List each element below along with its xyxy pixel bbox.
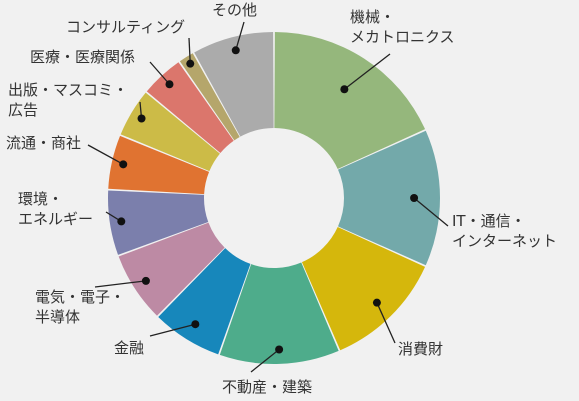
slice-label-10: 医療・医療関係 — [30, 48, 135, 66]
leader-dot-8 — [119, 160, 128, 169]
leader-line-1 — [343, 53, 391, 90]
leader-line-4 — [250, 349, 280, 373]
leader-dot-9 — [137, 114, 146, 123]
slice-label-line: メカトロニクス — [350, 28, 455, 46]
slice-1 — [274, 32, 426, 169]
slice-label-line: エネルギー — [18, 210, 93, 228]
slice-label-line: 消費財 — [398, 340, 443, 358]
slice-label-line: 出版・マスコミ・ — [8, 81, 128, 99]
slice-label-3: 消費財 — [398, 340, 443, 358]
leader-dot-3 — [372, 298, 381, 307]
slice-12 — [194, 32, 274, 137]
leader-line-10 — [149, 61, 170, 85]
slice-label-line: 機械・ — [350, 8, 395, 26]
leader-line-12 — [235, 21, 245, 51]
leader-line-8 — [87, 144, 124, 165]
leader-dot-6 — [141, 276, 150, 285]
leader-line-2 — [413, 197, 449, 227]
slice-label-line: 流通・商社 — [6, 134, 81, 152]
leader-line-3 — [376, 302, 396, 344]
slice-6 — [118, 222, 225, 316]
slice-label-7: 環境・エネルギー — [18, 190, 93, 228]
slice-4 — [219, 262, 339, 364]
slice-9 — [120, 92, 220, 172]
slice-label-line: 金融 — [114, 339, 144, 357]
leader-dot-7 — [117, 217, 126, 226]
slice-3 — [301, 227, 426, 351]
leader-dot-1 — [340, 85, 349, 94]
slice-7 — [108, 190, 209, 255]
slice-label-line: IT・通信・ — [452, 212, 526, 230]
slice-label-4: 不動産・建築 — [222, 378, 312, 396]
leader-dot-4 — [275, 345, 284, 354]
slice-label-8: 流通・商社 — [6, 134, 81, 152]
slice-label-5: 金融 — [114, 339, 144, 357]
slice-11 — [179, 53, 240, 141]
slice-8 — [108, 135, 210, 195]
slice-label-9: 出版・マスコミ・広告 — [8, 81, 128, 119]
leader-dot-11 — [186, 59, 195, 68]
slice-label-line: 広告 — [8, 101, 38, 119]
leader-line-6 — [94, 280, 146, 288]
leader-dot-2 — [410, 194, 419, 202]
slice-label-11: コンサルティング — [66, 18, 185, 36]
slice-label-1: 機械・メカトロニクス — [350, 8, 455, 46]
slice-2 — [338, 130, 441, 266]
slice-label-line: その他 — [212, 1, 257, 19]
leader-line-11 — [188, 37, 191, 64]
slice-label-line: 不動産・建築 — [222, 378, 312, 396]
slice-label-line: コンサルティング — [66, 18, 185, 36]
slice-label-6: 電気・電子・半導体 — [35, 288, 125, 326]
slices — [108, 32, 441, 364]
slice-label-line: 電気・電子・ — [35, 288, 125, 306]
slice-label-line: 医療・医療関係 — [30, 48, 135, 66]
slice-label-line: インターネット — [452, 232, 557, 250]
leader-line-5 — [149, 323, 196, 337]
leader-dot-10 — [165, 80, 174, 89]
slice-label-12: その他 — [212, 1, 257, 19]
slice-label-2: IT・通信・インターネット — [452, 212, 557, 250]
slice-label-line: 半導体 — [35, 308, 80, 326]
slice-label-line: 環境・ — [18, 190, 63, 208]
leader-dot-12 — [231, 46, 240, 55]
leader-dot-5 — [191, 320, 200, 329]
